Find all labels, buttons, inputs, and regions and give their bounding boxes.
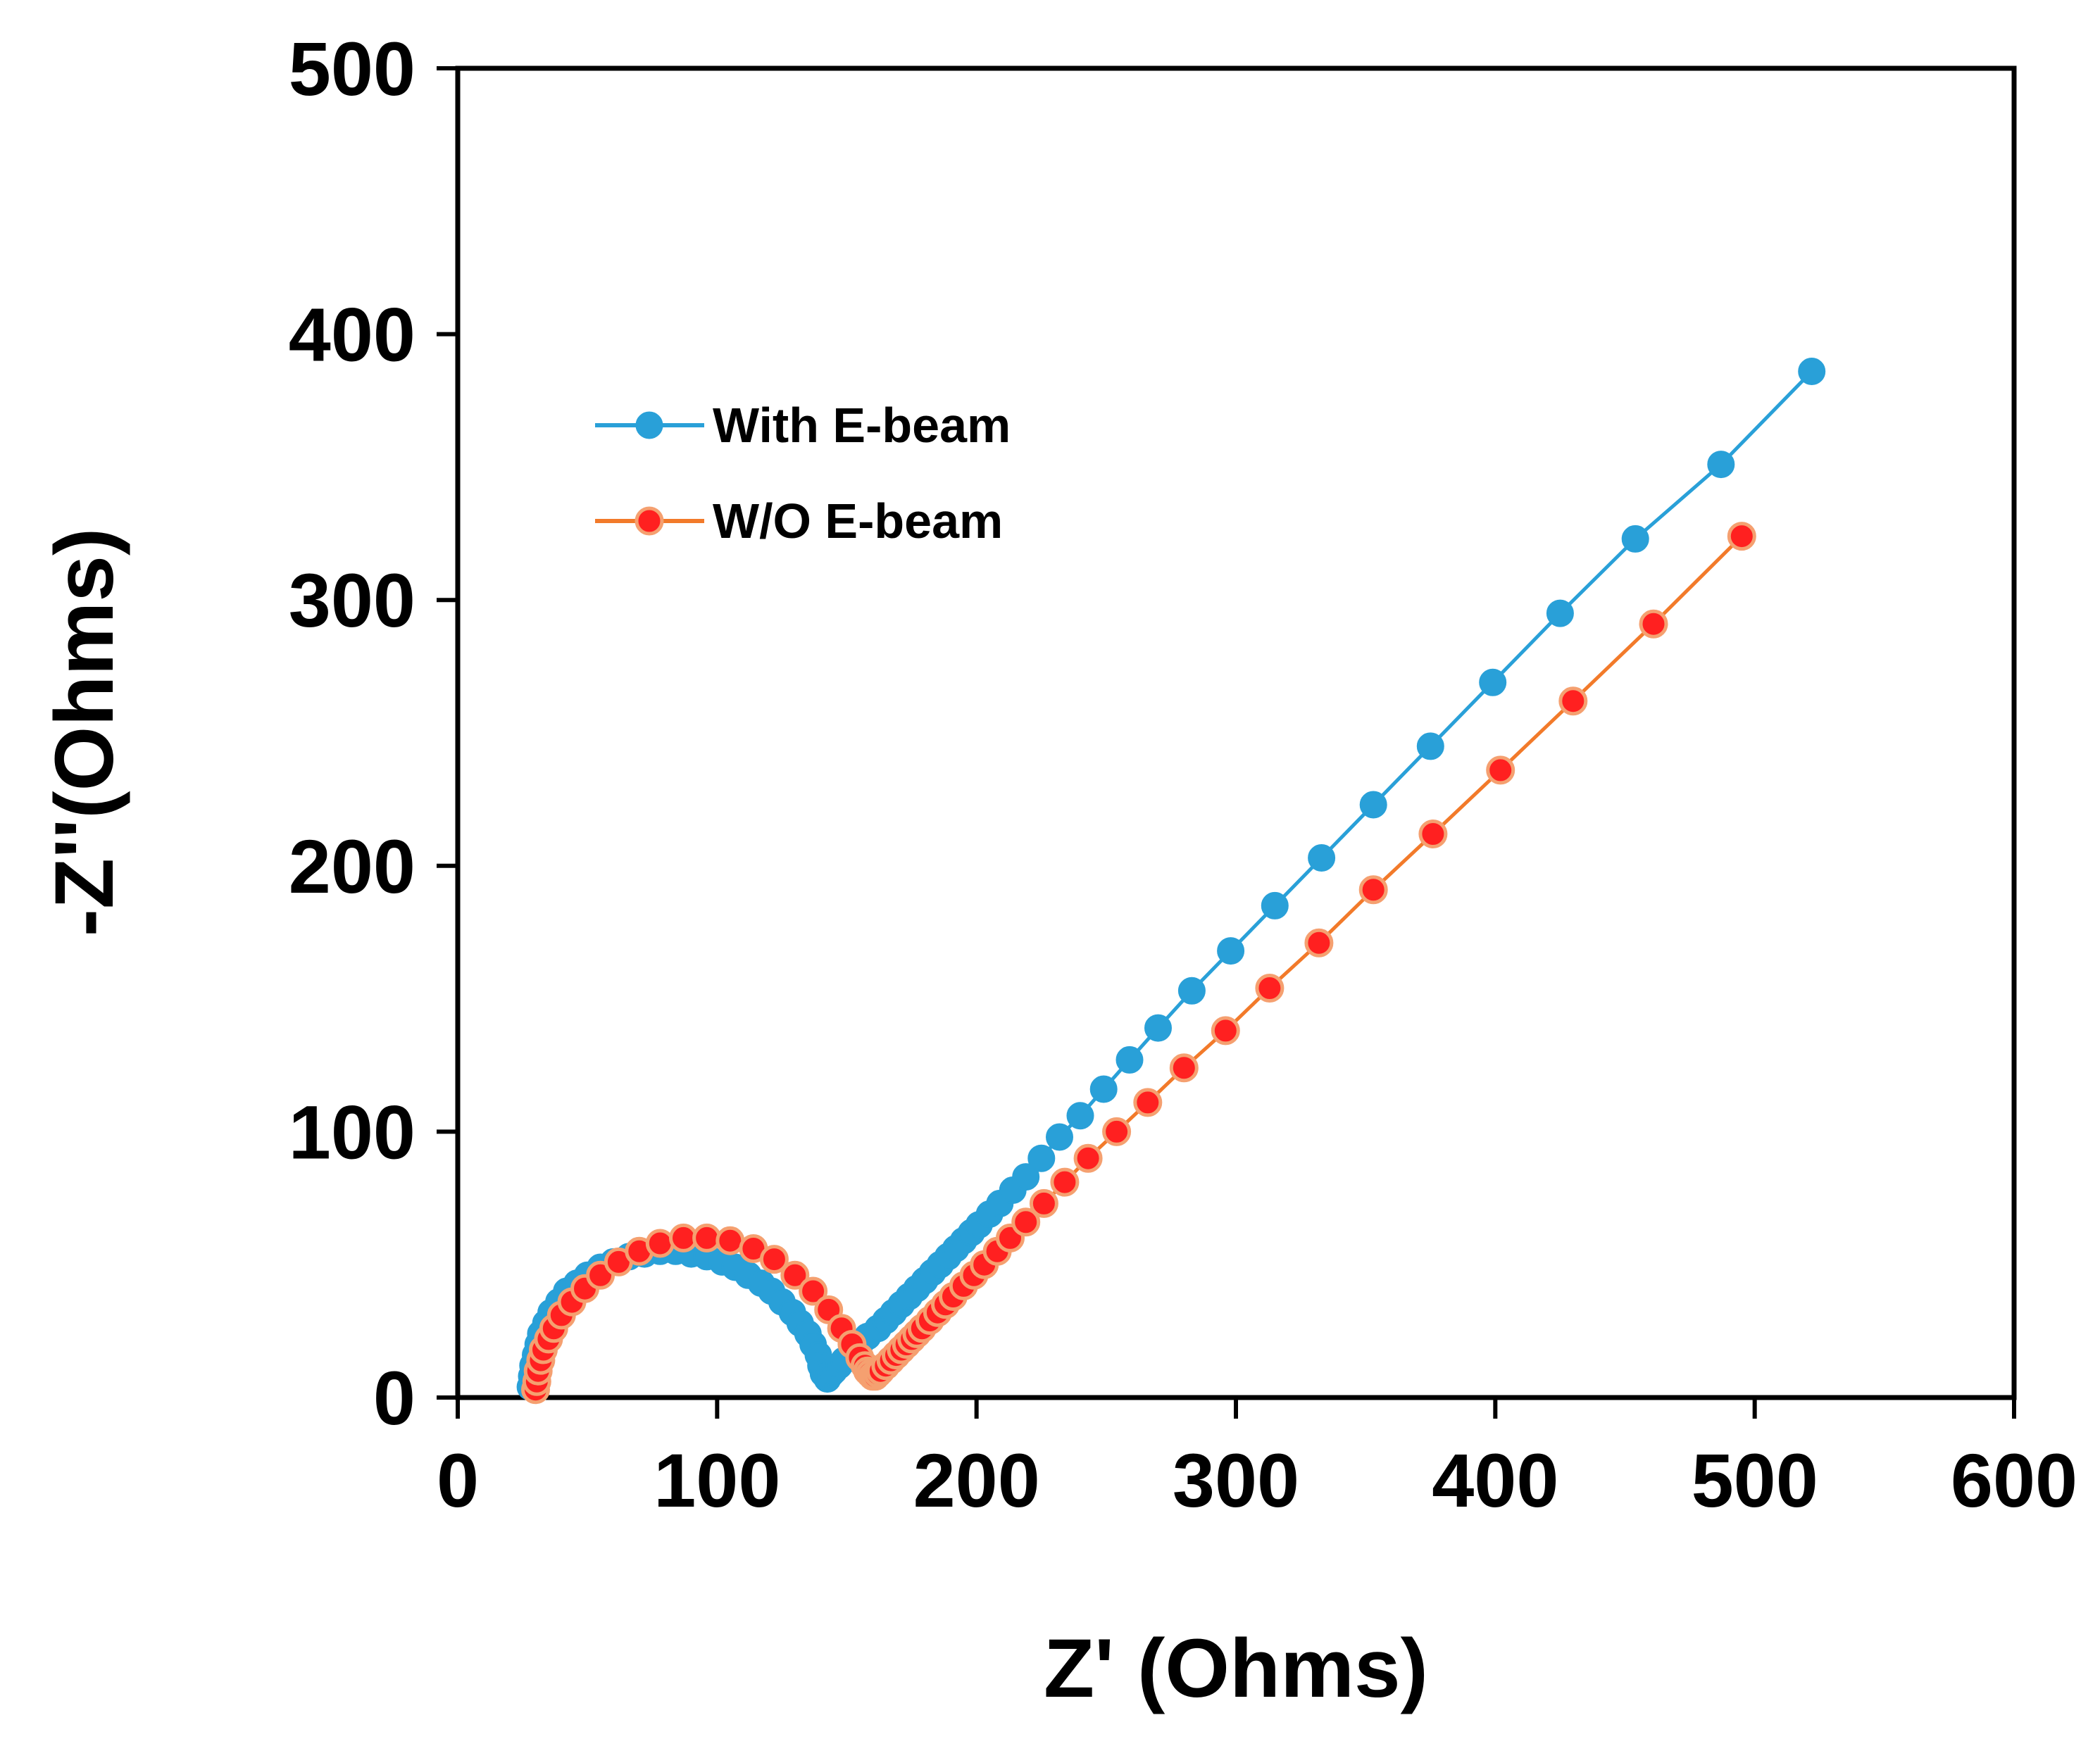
data-point-w-o-e-beam (1304, 928, 1334, 958)
data-point-w-o-e-beam (1029, 1188, 1058, 1218)
data-point-w-o-e-beam (1558, 686, 1588, 716)
data-point-with-e-beam (1046, 1123, 1073, 1151)
data-point-w-o-e-beam (692, 1223, 722, 1253)
data-point-w-o-e-beam (759, 1245, 789, 1274)
data-point-with-e-beam (1089, 1075, 1118, 1103)
data-point-with-e-beam (1012, 1163, 1040, 1191)
y-tick-label: 200 (289, 824, 415, 909)
data-point-with-e-beam (1066, 1102, 1094, 1130)
y-tick-label: 300 (289, 558, 415, 643)
legend-label-wo-ebeam: W/O E-beam (713, 494, 1003, 548)
data-point-w-o-e-beam (1073, 1143, 1103, 1173)
data-point-w-o-e-beam (1169, 1053, 1199, 1083)
data-point-w-o-e-beam (799, 1276, 828, 1306)
series-w-o-e-beam (521, 522, 1756, 1405)
x-tick-label: 500 (1692, 1438, 1818, 1523)
data-point-w-o-e-beam (1211, 1016, 1240, 1046)
x-tick-label: 400 (1432, 1438, 1558, 1523)
x-tick-label: 600 (1951, 1438, 2077, 1523)
data-point-with-e-beam (1479, 668, 1507, 696)
y-tick-label: 100 (289, 1089, 415, 1174)
y-tick-label: 500 (289, 26, 415, 111)
data-point-with-e-beam (1707, 451, 1735, 479)
data-point-with-e-beam (1359, 791, 1387, 819)
data-point-with-e-beam (1115, 1046, 1144, 1074)
data-point-w-o-e-beam (780, 1260, 810, 1290)
legend-label-with-ebeam: With E-beam (713, 398, 1011, 453)
axis-ticks: 0 100 200 300 400 500 600 0 100 200 300 400 500 (289, 26, 2077, 1523)
data-point-with-e-beam (1798, 358, 1826, 385)
data-point-w-o-e-beam (645, 1229, 675, 1258)
data-point-w-o-e-beam (1358, 875, 1388, 905)
data-point-w-o-e-beam (1255, 974, 1285, 1003)
legend: With E-beam W/O E-beam (595, 398, 1011, 548)
data-point-w-o-e-beam (715, 1226, 745, 1255)
data-point-with-e-beam (1546, 599, 1574, 627)
series-layer (516, 358, 1826, 1405)
x-tick-label: 0 (437, 1438, 479, 1523)
data-point-w-o-e-beam (1050, 1167, 1080, 1197)
data-point-w-o-e-beam (1486, 755, 1515, 785)
legend-marker-wo-ebeam (635, 506, 664, 536)
data-point-w-o-e-beam (1639, 609, 1668, 639)
data-point-with-e-beam (1621, 525, 1649, 553)
data-point-with-e-beam (1261, 891, 1289, 919)
x-tick-label: 300 (1173, 1438, 1299, 1523)
data-point-with-e-beam (1144, 1014, 1172, 1042)
data-point-w-o-e-beam (1133, 1088, 1163, 1117)
plot-area-frame (455, 65, 2017, 1400)
x-tick-label: 100 (654, 1438, 780, 1523)
data-point-with-e-beam (1217, 937, 1245, 965)
data-point-with-e-beam (1308, 844, 1336, 872)
y-tick-label: 400 (289, 292, 415, 377)
data-point-w-o-e-beam (1102, 1117, 1132, 1146)
legend-marker-with-ebeam (635, 411, 663, 439)
data-point-with-e-beam (1177, 977, 1206, 1005)
y-axis-title: -Z''(Ohms) (38, 528, 131, 937)
data-point-w-o-e-beam (1418, 820, 1448, 848)
data-point-with-e-beam (1416, 732, 1444, 760)
y-tick-label: 0 (373, 1355, 415, 1440)
x-tick-label: 200 (913, 1438, 1040, 1523)
data-point-with-e-beam (1027, 1144, 1056, 1172)
data-point-w-o-e-beam (1727, 522, 1756, 551)
x-axis-title: Z' (Ohms) (1044, 1622, 1428, 1715)
data-point-w-o-e-beam (1011, 1207, 1041, 1237)
